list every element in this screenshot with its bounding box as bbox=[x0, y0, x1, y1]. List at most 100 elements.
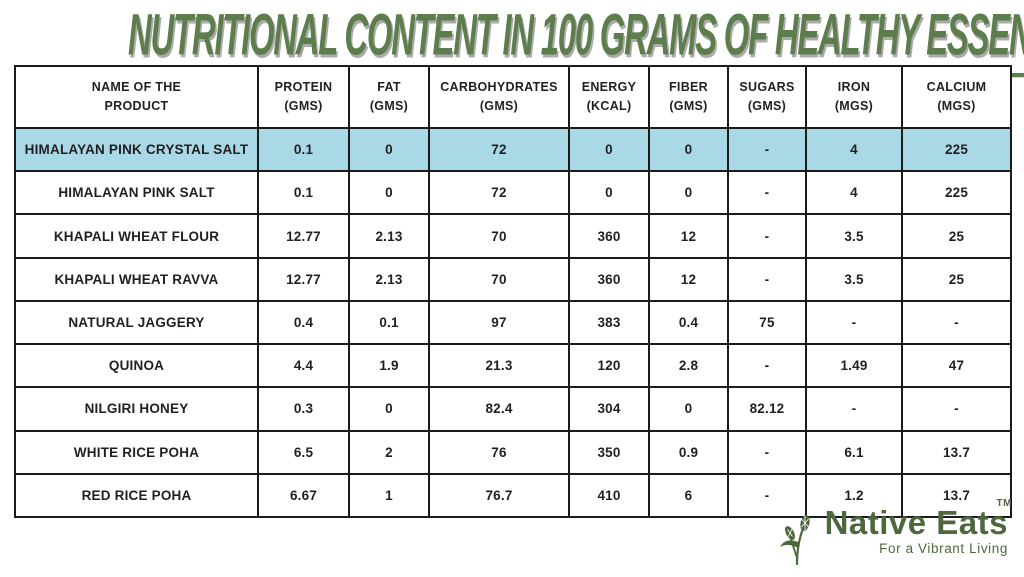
product-name-cell: WHITE RICE POHA bbox=[14, 429, 259, 475]
product-name-cell: HIMALAYAN PINK SALT bbox=[14, 170, 259, 216]
value-cell: 12.77 bbox=[257, 213, 350, 259]
brand-logo: Native Eats TM For a Vibrant Living bbox=[775, 498, 1011, 571]
value-cell: 0.1 bbox=[348, 299, 430, 346]
table-row-natural-jaggery: NATURAL JAGGERY 0.4 0.1 97 383 0.4 75 - … bbox=[14, 299, 1012, 346]
value-cell: 383 bbox=[568, 299, 650, 346]
brand-tagline: For a Vibrant Living bbox=[879, 541, 1008, 556]
col-header-name: NAME OF THE PRODUCT bbox=[14, 65, 259, 129]
value-cell: 70 bbox=[428, 256, 570, 302]
value-cell: 1.49 bbox=[805, 343, 903, 389]
value-cell: 6.5 bbox=[257, 429, 350, 475]
value-cell: 13.7 bbox=[901, 429, 1012, 475]
value-cell: 75 bbox=[727, 299, 807, 346]
value-cell: 0 bbox=[568, 170, 650, 216]
value-cell: 12 bbox=[648, 256, 729, 302]
value-cell: 1.9 bbox=[348, 343, 430, 389]
table-row-khapali-wheat-flour: KHAPALI WHEAT FLOUR 12.77 2.13 70 360 12… bbox=[14, 213, 1012, 259]
col-header-calcium: CALCIUM (MGS) bbox=[901, 65, 1012, 129]
value-cell: 0.4 bbox=[257, 299, 350, 346]
value-cell: 0 bbox=[568, 126, 650, 173]
value-cell: 97 bbox=[428, 299, 570, 346]
value-cell: 225 bbox=[901, 170, 1012, 216]
product-name-cell: NILGIRI HONEY bbox=[14, 386, 259, 432]
value-cell: 350 bbox=[568, 429, 650, 475]
value-cell: 82.12 bbox=[727, 386, 807, 432]
value-cell: 2.13 bbox=[348, 256, 430, 302]
product-name-cell: NATURAL JAGGERY bbox=[14, 299, 259, 346]
value-cell: 82.4 bbox=[428, 386, 570, 432]
product-name-cell: HIMALAYAN PINK CRYSTAL SALT bbox=[14, 126, 259, 173]
value-cell: 0.9 bbox=[648, 429, 729, 475]
header-row: NAME OF THE PRODUCT PROTEIN (GMS) FAT (G… bbox=[14, 65, 1012, 129]
value-cell: 360 bbox=[568, 256, 650, 302]
value-cell: - bbox=[805, 299, 903, 346]
wheat-sprig-icon bbox=[775, 514, 821, 571]
value-cell: 3.5 bbox=[805, 256, 903, 302]
col-header-fat: FAT (GMS) bbox=[348, 65, 430, 129]
value-cell: 6.1 bbox=[805, 429, 903, 475]
col-header-fiber: FIBER (GMS) bbox=[648, 65, 729, 129]
col-header-sugars: SUGARS (GMS) bbox=[727, 65, 807, 129]
value-cell: 0 bbox=[348, 126, 430, 173]
table-row-khapali-wheat-ravva: KHAPALI WHEAT RAVVA 12.77 2.13 70 360 12… bbox=[14, 256, 1012, 302]
value-cell: 4 bbox=[805, 170, 903, 216]
value-cell: - bbox=[805, 386, 903, 432]
value-cell: - bbox=[727, 213, 807, 259]
value-cell: 0.1 bbox=[257, 170, 350, 216]
value-cell: 1 bbox=[348, 472, 430, 519]
value-cell: - bbox=[727, 472, 807, 519]
brand-name: Native Eats bbox=[824, 504, 1008, 541]
value-cell: 0 bbox=[348, 170, 430, 216]
value-cell: 70 bbox=[428, 213, 570, 259]
value-cell: 0.4 bbox=[648, 299, 729, 346]
value-cell: 76 bbox=[428, 429, 570, 475]
value-cell: 25 bbox=[901, 256, 1012, 302]
value-cell: 0 bbox=[648, 386, 729, 432]
value-cell: 2.13 bbox=[348, 213, 430, 259]
table-row-white-rice-poha: WHITE RICE POHA 6.5 2 76 350 0.9 - 6.1 1… bbox=[14, 429, 1012, 475]
value-cell: 47 bbox=[901, 343, 1012, 389]
value-cell: 72 bbox=[428, 126, 570, 173]
value-cell: 3.5 bbox=[805, 213, 903, 259]
value-cell: 72 bbox=[428, 170, 570, 216]
value-cell: - bbox=[727, 429, 807, 475]
value-cell: 76.7 bbox=[428, 472, 570, 519]
value-cell: 6 bbox=[648, 472, 729, 519]
value-cell: 225 bbox=[901, 126, 1012, 173]
table-row-quinoa: QUINOA 4.4 1.9 21.3 120 2.8 - 1.49 47 bbox=[14, 343, 1012, 389]
col-header-carbohydrates: CARBOHYDRATES (GMS) bbox=[428, 65, 570, 129]
value-cell: 2 bbox=[348, 429, 430, 475]
product-name-cell: RED RICE POHA bbox=[14, 472, 259, 519]
col-header-iron: IRON (MGS) bbox=[805, 65, 903, 129]
value-cell: 410 bbox=[568, 472, 650, 519]
col-header-energy: ENERGY (KCAL) bbox=[568, 65, 650, 129]
value-cell: 0 bbox=[648, 126, 729, 173]
table-row-red-rice-poha: RED RICE POHA 6.67 1 76.7 410 6 - 1.2 13… bbox=[14, 472, 1012, 519]
product-name-cell: QUINOA bbox=[14, 343, 259, 389]
value-cell: - bbox=[901, 299, 1012, 346]
value-cell: - bbox=[727, 343, 807, 389]
col-header-protein: PROTEIN (GMS) bbox=[257, 65, 350, 129]
table-row-himalayan-pink-salt: HIMALAYAN PINK SALT 0.1 0 72 0 0 - 4 225 bbox=[14, 170, 1012, 216]
table-row-himalayan-pink-crystal-salt: HIMALAYAN PINK CRYSTAL SALT 0.1 0 72 0 0… bbox=[14, 126, 1012, 173]
value-cell: 0 bbox=[648, 170, 729, 216]
value-cell: - bbox=[727, 170, 807, 216]
value-cell: 0.1 bbox=[257, 126, 350, 173]
value-cell: 2.8 bbox=[648, 343, 729, 389]
value-cell: 6.67 bbox=[257, 472, 350, 519]
nutrition-table: NAME OF THE PRODUCT PROTEIN (GMS) FAT (G… bbox=[14, 65, 1012, 519]
value-cell: 0 bbox=[348, 386, 430, 432]
value-cell: 13.7 bbox=[901, 472, 1012, 519]
product-name-cell: KHAPALI WHEAT RAVVA bbox=[14, 256, 259, 302]
value-cell: 12.77 bbox=[257, 256, 350, 302]
value-cell: 120 bbox=[568, 343, 650, 389]
value-cell: 1.2 bbox=[805, 472, 903, 519]
product-name-cell: KHAPALI WHEAT FLOUR bbox=[14, 213, 259, 259]
value-cell: 4 bbox=[805, 126, 903, 173]
value-cell: 25 bbox=[901, 213, 1012, 259]
value-cell: - bbox=[727, 126, 807, 173]
value-cell: 21.3 bbox=[428, 343, 570, 389]
table-row-nilgiri-honey: NILGIRI HONEY 0.3 0 82.4 304 0 82.12 - - bbox=[14, 386, 1012, 432]
value-cell: - bbox=[901, 386, 1012, 432]
